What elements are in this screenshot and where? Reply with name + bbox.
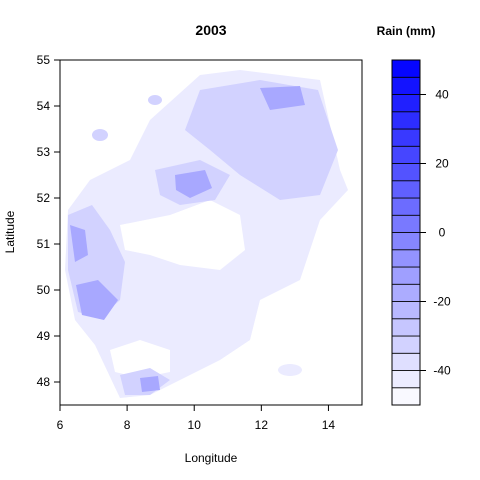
x-axis-label: Longitude [185,451,238,465]
field-dark-south [140,376,160,392]
x-tick-label: 14 [322,418,336,432]
rain-field [65,70,348,398]
field-dark-central [175,170,212,198]
legend-color-band [391,249,421,268]
legend-color-band [391,128,421,147]
field-mid-north [185,80,338,200]
x-tick-label: 10 [188,418,202,432]
field-dark-west [70,225,88,262]
chart-title: 2003 [195,22,226,38]
legend-color-band [391,387,421,406]
y-tick-label: 48 [37,375,51,389]
legend-color-band [391,163,421,182]
field-spot-4 [125,199,145,211]
field-spot-2 [148,95,162,105]
legend-color-band [391,76,421,95]
y-tick-label: 52 [37,191,51,205]
x-axis: 6 8 10 12 14 [57,405,336,432]
field-spot-3 [278,364,302,376]
y-tick-label: 54 [37,99,51,113]
legend-color-band [391,318,421,337]
y-axis: 48 49 50 51 52 53 54 55 [37,53,60,389]
legend-tick-label: 40 [435,88,449,102]
legend-color-band [391,301,421,320]
legend-color-band [391,283,421,302]
legend-title: Rain (mm) [377,24,436,38]
legend-tick-label: -40 [433,364,451,378]
y-tick-label: 50 [37,283,51,297]
legend: -40 -20 0 20 40 [391,59,451,406]
legend-color-band [391,59,421,78]
field-hole-center [120,200,245,270]
y-tick-label: 53 [37,145,51,159]
x-tick-label: 6 [57,418,64,432]
legend-color-band [391,145,421,164]
y-tick-label: 49 [37,329,51,343]
y-axis-label: Latitude [3,210,17,253]
legend-color-band [391,370,421,389]
legend-color-band [391,352,421,371]
x-tick-label: 12 [255,418,269,432]
legend-color-band [391,111,421,130]
legend-tick-label: 0 [439,226,446,240]
legend-color-band [391,335,421,354]
legend-color-band [391,94,421,113]
plot-area [65,70,348,398]
x-tick-label: 8 [124,418,131,432]
y-tick-label: 51 [37,237,51,251]
legend-color-band [391,180,421,199]
legend-color-band [391,232,421,251]
field-hole-south [110,340,170,378]
legend-color-band [391,197,421,216]
field-dark-north [260,86,305,110]
legend-color-band [391,214,421,233]
plot-frame [59,59,363,406]
legend-tick-label: 20 [435,157,449,171]
y-tick-label: 55 [37,53,51,67]
legend-tick-label: -20 [433,295,451,309]
legend-color-band [391,266,421,285]
field-spot-1 [92,129,108,141]
field-dark-border [76,280,118,320]
